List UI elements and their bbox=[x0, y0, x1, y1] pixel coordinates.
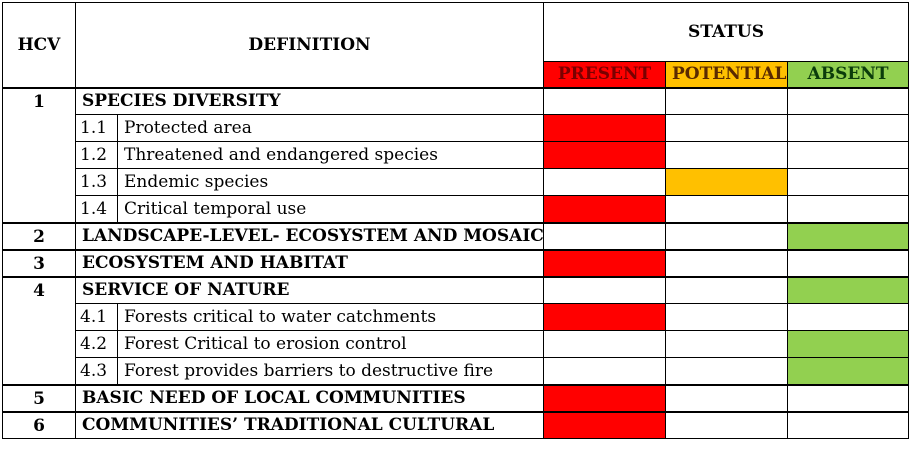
hcv-group-row: 3 ECOSYSTEM AND HABITAT bbox=[2, 248, 910, 277]
hcv-1-3-potential-cell bbox=[665, 168, 789, 196]
subitem-label: Forest provides barriers to destructive … bbox=[116, 357, 545, 385]
hcv-4-3-absent-cell bbox=[787, 357, 910, 385]
hcv-number: 5 bbox=[2, 383, 76, 412]
hcv-1-4-present-cell bbox=[543, 195, 667, 223]
hcv-1-3-absent-cell bbox=[787, 168, 910, 196]
hcv-2-present-cell bbox=[543, 221, 667, 250]
subitem-number: 1.1 bbox=[75, 114, 118, 142]
present-status-header: PRESENT bbox=[543, 61, 667, 88]
hcv-1-present-cell bbox=[543, 86, 667, 115]
hcv-status-table: HCV DEFINITION STATUS PRESENT POTENTIAL … bbox=[2, 2, 910, 439]
hcv-4-absent-cell bbox=[787, 275, 910, 304]
subitem-label: Threatened and endangered species bbox=[116, 141, 545, 169]
potential-status-header: POTENTIAL bbox=[665, 61, 789, 88]
hcv-4-2-present-cell bbox=[543, 330, 667, 358]
subitem-label: Forest Critical to erosion control bbox=[116, 330, 545, 358]
hcv-subitem-row: 1.1 Protected area bbox=[3, 114, 910, 142]
hcv-subitem-row: 1.4 Critical temporal use bbox=[3, 195, 910, 223]
hcv-3-potential-cell bbox=[665, 248, 789, 277]
hcv-subitem-row: 1.3 Endemic species bbox=[3, 168, 910, 196]
absent-status-header: ABSENT bbox=[787, 61, 910, 88]
hcv-1-4-potential-cell bbox=[665, 195, 789, 223]
hcv-3-absent-cell bbox=[787, 248, 910, 277]
hcv-subitem-row: 4.1 Forests critical to water catchments bbox=[3, 303, 910, 331]
hcv-4-potential-cell bbox=[665, 275, 789, 304]
hcv-number: 1 bbox=[2, 86, 76, 223]
subitem-number: 1.4 bbox=[75, 195, 118, 223]
hcv-1-3-present-cell bbox=[543, 168, 667, 196]
hcv-group-row: 1 SPECIES DIVERSITY bbox=[2, 86, 910, 223]
hcv-5-absent-cell bbox=[787, 383, 910, 412]
hcv-group-title: SERVICE OF NATURE bbox=[74, 275, 545, 304]
hcv-subitem-row: 4.3 Forest provides barriers to destructi… bbox=[3, 357, 910, 385]
hcv-1-2-absent-cell bbox=[787, 141, 910, 169]
subitem-label: Forests critical to water catchments bbox=[116, 303, 545, 331]
hcv-6-absent-cell bbox=[787, 410, 910, 439]
hcv-group-title: SPECIES DIVERSITY bbox=[74, 86, 545, 115]
hcv-group-row: 5 BASIC NEED OF LOCAL COMMUNITIES bbox=[2, 383, 910, 412]
hcv-number: 3 bbox=[2, 248, 76, 277]
hcv-1-2-present-cell bbox=[543, 141, 667, 169]
hcv-1-2-potential-cell bbox=[665, 141, 789, 169]
status-column-header: STATUS bbox=[543, 2, 910, 62]
hcv-1-potential-cell bbox=[665, 86, 789, 115]
hcv-group-row: 6 COMMUNITIES’ TRADITIONAL CULTURAL bbox=[2, 410, 910, 439]
hcv-1-1-present-cell bbox=[543, 114, 667, 142]
hcv-4-present-cell bbox=[543, 275, 667, 304]
table-body: 1 SPECIES DIVERSITY 1.1 Protected area 1.2 Th… bbox=[2, 86, 910, 439]
hcv-5-potential-cell bbox=[665, 383, 789, 412]
hcv-subitem-row: 4.2 Forest Critical to erosion control bbox=[3, 330, 910, 358]
hcv-3-present-cell bbox=[543, 248, 667, 277]
hcv-column-header: HCV bbox=[2, 2, 76, 88]
hcv-6-present-cell bbox=[543, 410, 667, 439]
subitem-number: 4.3 bbox=[75, 357, 118, 385]
hcv-4-2-potential-cell bbox=[665, 330, 789, 358]
hcv-group-row: 4 SERVICE OF NATURE bbox=[2, 275, 910, 385]
hcv-2-potential-cell bbox=[665, 221, 789, 250]
subitem-label: Protected area bbox=[116, 114, 545, 142]
hcv-number: 2 bbox=[2, 221, 76, 250]
subitem-number: 1.3 bbox=[75, 168, 118, 196]
hcv-number: 4 bbox=[2, 275, 76, 385]
definition-column-header: DEFINITION bbox=[74, 2, 545, 88]
hcv-subitem-row: 1.2 Threatened and endangered species bbox=[3, 141, 910, 169]
subitem-number: 4.2 bbox=[75, 330, 118, 358]
hcv-group-title: BASIC NEED OF LOCAL COMMUNITIES bbox=[74, 383, 545, 412]
subitem-label: Endemic species bbox=[116, 168, 545, 196]
hcv-6-potential-cell bbox=[665, 410, 789, 439]
hcv-1-4-absent-cell bbox=[787, 195, 910, 223]
subitem-number: 1.2 bbox=[75, 141, 118, 169]
hcv-group-title: ECOSYSTEM AND HABITAT bbox=[74, 248, 545, 277]
hcv-4-1-potential-cell bbox=[665, 303, 789, 331]
hcv-1-1-potential-cell bbox=[665, 114, 789, 142]
hcv-1-1-absent-cell bbox=[787, 114, 910, 142]
hcv-4-2-absent-cell bbox=[787, 330, 910, 358]
hcv-group-row: 2 LANDSCAPE-LEVEL- ECOSYSTEM AND MOSAICS bbox=[2, 221, 910, 250]
subitem-label: Critical temporal use bbox=[116, 195, 545, 223]
hcv-1-absent-cell bbox=[787, 86, 910, 115]
hcv-4-1-absent-cell bbox=[787, 303, 910, 331]
hcv-4-1-present-cell bbox=[543, 303, 667, 331]
hcv-number: 6 bbox=[2, 410, 76, 439]
hcv-4-3-potential-cell bbox=[665, 357, 789, 385]
subitem-number: 4.1 bbox=[75, 303, 118, 331]
hcv-group-title: COMMUNITIES’ TRADITIONAL CULTURAL bbox=[74, 410, 545, 439]
hcv-2-absent-cell bbox=[787, 221, 910, 250]
hcv-4-3-present-cell bbox=[543, 357, 667, 385]
hcv-group-title: LANDSCAPE-LEVEL- ECOSYSTEM AND MOSAICS bbox=[74, 221, 545, 250]
hcv-5-present-cell bbox=[543, 383, 667, 412]
